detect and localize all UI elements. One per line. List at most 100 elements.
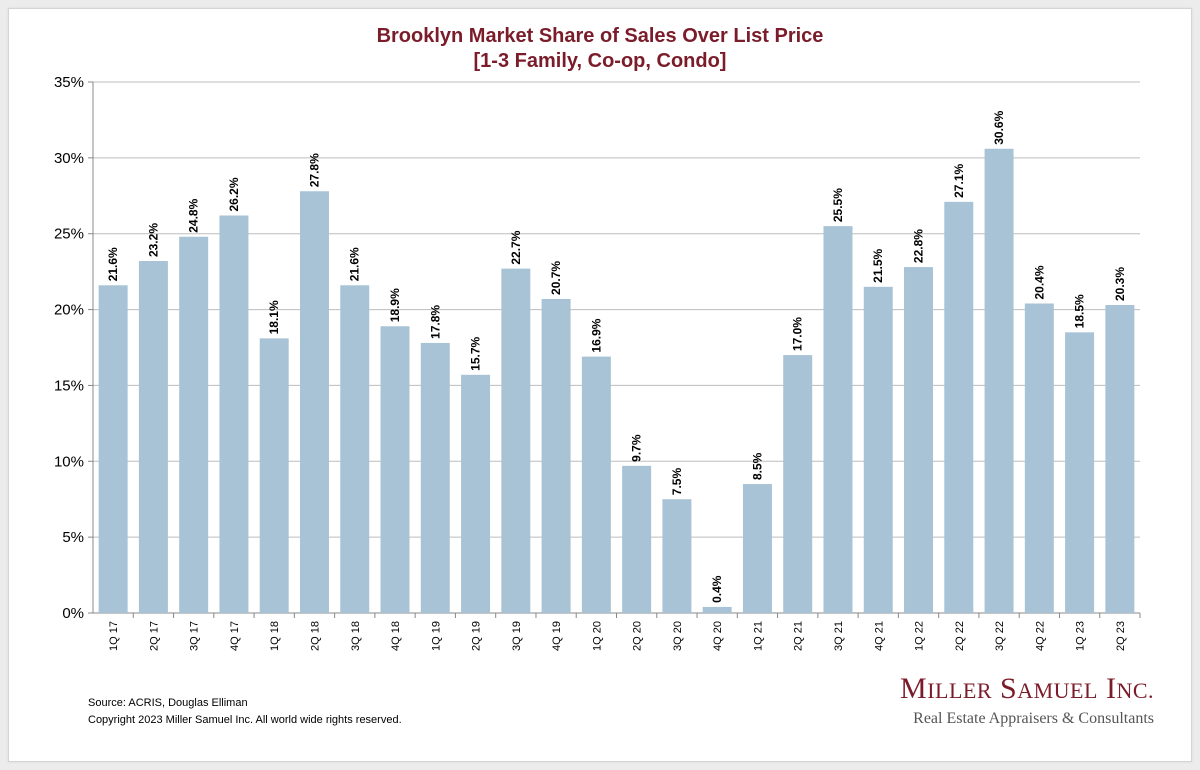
logo-letters: ILLER xyxy=(927,678,993,703)
logo-letter: I xyxy=(1105,672,1117,705)
x-tick-label: 3Q 20 xyxy=(672,621,684,651)
x-tick-label: 4Q 17 xyxy=(229,621,241,651)
y-tick-label: 25% xyxy=(54,226,84,243)
x-tick-label: 4Q 20 xyxy=(712,621,724,651)
bar xyxy=(662,499,692,613)
bar-value-label: 0.4% xyxy=(710,575,724,603)
chart-title-line-1: Brooklyn Market Share of Sales Over List… xyxy=(376,25,824,47)
chart-title-line-2: [1-3 Family, Co-op, Condo] xyxy=(473,50,727,72)
bar-value-label: 20.3% xyxy=(1113,267,1127,301)
x-tick-label: 4Q 18 xyxy=(390,621,402,651)
bar xyxy=(1065,332,1095,613)
bar-value-label: 18.5% xyxy=(1073,294,1087,328)
bar xyxy=(702,606,732,613)
bar-value-label: 20.4% xyxy=(1032,265,1046,299)
x-tick-label: 2Q 18 xyxy=(309,621,321,651)
bar-value-label: 26.2% xyxy=(227,177,241,211)
bar xyxy=(1105,305,1135,613)
bar-value-label: 16.9% xyxy=(589,318,603,352)
bar-value-label: 18.1% xyxy=(267,300,281,334)
y-tick-label: 20% xyxy=(54,302,84,319)
chart-title: Brooklyn Market Share of Sales Over List… xyxy=(9,24,1191,74)
bar-value-label: 21.6% xyxy=(348,247,362,281)
bar xyxy=(863,286,893,613)
logo-letter: S xyxy=(1000,672,1018,705)
bar-value-label: 9.7% xyxy=(630,434,644,462)
x-tick-label: 3Q 17 xyxy=(189,621,201,651)
bar-value-label: 24.8% xyxy=(187,198,201,232)
y-tick-label: 10% xyxy=(54,453,84,470)
x-tick-label: 3Q 19 xyxy=(511,621,523,651)
bar-value-label: 21.5% xyxy=(871,248,885,282)
bar-value-label: 17.0% xyxy=(791,317,805,351)
bar-value-label: 20.7% xyxy=(549,261,563,295)
bar xyxy=(299,191,329,613)
x-tick-label: 1Q 20 xyxy=(591,621,603,651)
logo-letters: NC. xyxy=(1116,678,1154,703)
company-logo: MILLER SAMUEL INC. xyxy=(900,672,1154,706)
source-note: Source: ACRIS, Douglas Elliman xyxy=(88,697,248,709)
bar xyxy=(823,226,853,613)
bar xyxy=(541,298,571,613)
bar xyxy=(259,338,289,613)
y-tick-label: 0% xyxy=(62,605,84,622)
y-tick-label: 5% xyxy=(62,529,84,546)
x-tick-label: 1Q 17 xyxy=(108,621,120,651)
x-tick-label: 1Q 18 xyxy=(269,621,281,651)
bar xyxy=(984,148,1014,614)
x-tick-label: 1Q 21 xyxy=(752,621,764,651)
bar xyxy=(1024,303,1054,613)
x-tick-label: 2Q 17 xyxy=(148,621,160,651)
bar-value-label: 27.1% xyxy=(952,163,966,197)
bar-value-label: 30.6% xyxy=(992,110,1006,144)
bar-value-label: 23.2% xyxy=(146,223,160,257)
bar-value-label: 17.8% xyxy=(428,305,442,339)
bar-value-label: 22.7% xyxy=(509,230,523,264)
bar-value-label: 7.5% xyxy=(670,468,684,496)
bar-value-label: 27.8% xyxy=(307,153,321,187)
x-tick-label: 3Q 18 xyxy=(350,621,362,651)
bar xyxy=(380,326,410,613)
bar xyxy=(219,215,249,613)
bar-value-label: 18.9% xyxy=(388,288,402,322)
bar xyxy=(742,484,772,613)
y-tick-label: 35% xyxy=(54,74,84,91)
company-tagline: Real Estate Appraisers & Consultants xyxy=(913,710,1154,727)
x-tick-label: 2Q 23 xyxy=(1115,621,1127,651)
y-tick-label: 30% xyxy=(54,150,84,167)
bar xyxy=(179,236,209,613)
bar xyxy=(783,355,813,613)
bar-value-label: 25.5% xyxy=(831,188,845,222)
bar xyxy=(420,342,450,613)
bar xyxy=(98,285,128,613)
x-tick-label: 4Q 21 xyxy=(873,621,885,651)
x-tick-label: 4Q 19 xyxy=(551,621,563,651)
bar xyxy=(501,268,531,613)
x-tick-label: 1Q 22 xyxy=(914,621,926,651)
x-tick-label: 2Q 22 xyxy=(954,621,966,651)
bar xyxy=(461,374,491,613)
bar-value-label: 22.8% xyxy=(912,229,926,263)
logo-letters: AMUEL xyxy=(1017,678,1098,703)
x-tick-label: 3Q 21 xyxy=(833,621,845,651)
x-tick-label: 4Q 22 xyxy=(1034,621,1046,651)
x-tick-label: 2Q 19 xyxy=(471,621,483,651)
bar xyxy=(581,356,611,613)
bar-value-label: 8.5% xyxy=(750,452,764,480)
logo-letter: M xyxy=(900,672,928,705)
bar xyxy=(904,267,934,613)
bar xyxy=(138,261,168,613)
x-tick-label: 3Q 22 xyxy=(994,621,1006,651)
bar xyxy=(340,285,370,613)
x-tick-label: 2Q 20 xyxy=(632,621,644,651)
bar-value-label: 21.6% xyxy=(106,247,120,281)
bar xyxy=(622,465,652,613)
bar-value-label: 15.7% xyxy=(469,336,483,370)
x-tick-label: 1Q 19 xyxy=(430,621,442,651)
copyright-note: Copyright 2023 Miller Samuel Inc. All wo… xyxy=(88,714,402,726)
x-tick-label: 1Q 23 xyxy=(1075,621,1087,651)
bar xyxy=(944,201,974,613)
x-tick-label: 2Q 21 xyxy=(793,621,805,651)
y-tick-label: 15% xyxy=(54,377,84,394)
